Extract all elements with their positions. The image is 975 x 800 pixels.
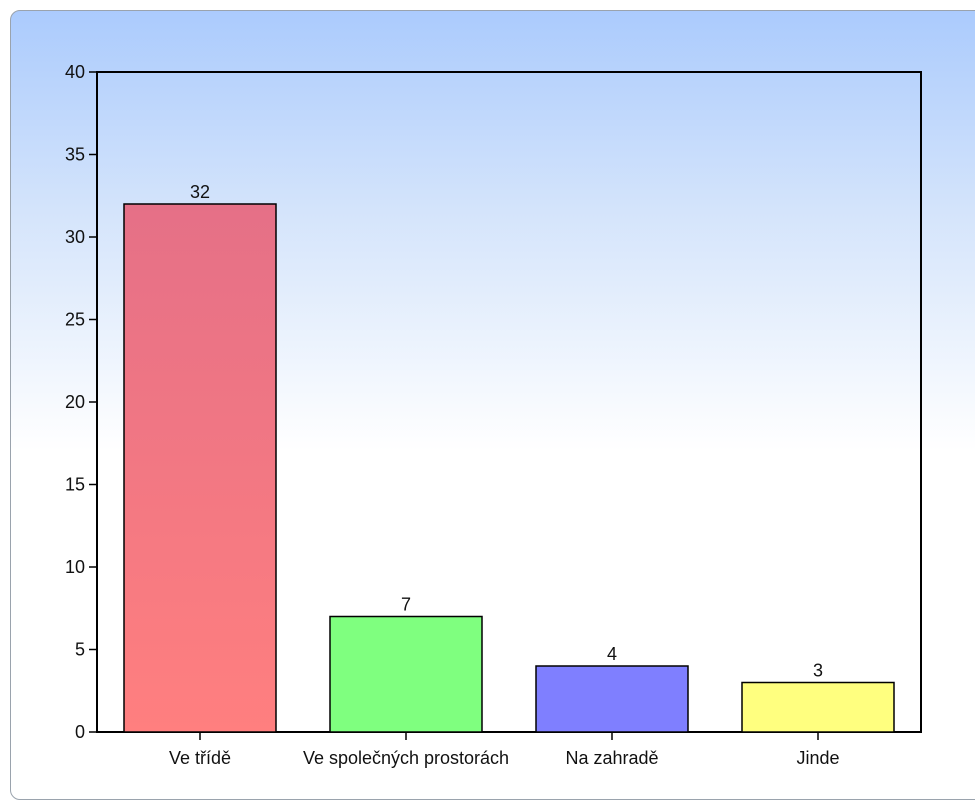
- data-label: 3: [813, 661, 823, 681]
- data-label: 32: [190, 182, 210, 202]
- y-axis: 0 5 10 15 20 25 30 35 40: [65, 62, 97, 742]
- y-tick-label: 40: [65, 62, 85, 82]
- y-tick-label: 35: [65, 145, 85, 165]
- data-label: 7: [401, 595, 411, 615]
- bar: [741, 681, 895, 733]
- bars: 32 7 4 3: [123, 182, 895, 733]
- bar: [123, 203, 277, 733]
- y-tick-label: 15: [65, 475, 85, 495]
- y-tick-label: 5: [75, 640, 85, 660]
- category-label: Ve společných prostorách: [303, 748, 509, 768]
- bar: [329, 615, 483, 733]
- category-label: Ve třídě: [169, 748, 231, 768]
- y-tick-label: 20: [65, 392, 85, 412]
- bar-chart: 0 5 10 15 20 25 30 35 40 32 7 4 3 Ve třídě Ve společ…: [65, 62, 922, 768]
- category-label: Na zahradě: [565, 748, 658, 768]
- bar: [535, 665, 689, 733]
- y-tick-label: 10: [65, 557, 85, 577]
- x-axis: Ve třídě Ve společných prostorách Na zahra…: [169, 732, 840, 768]
- y-tick-label: 0: [75, 722, 85, 742]
- y-tick-label: 30: [65, 227, 85, 247]
- data-label: 4: [607, 644, 617, 664]
- y-tick-label: 25: [65, 310, 85, 330]
- category-label: Jinde: [796, 748, 839, 768]
